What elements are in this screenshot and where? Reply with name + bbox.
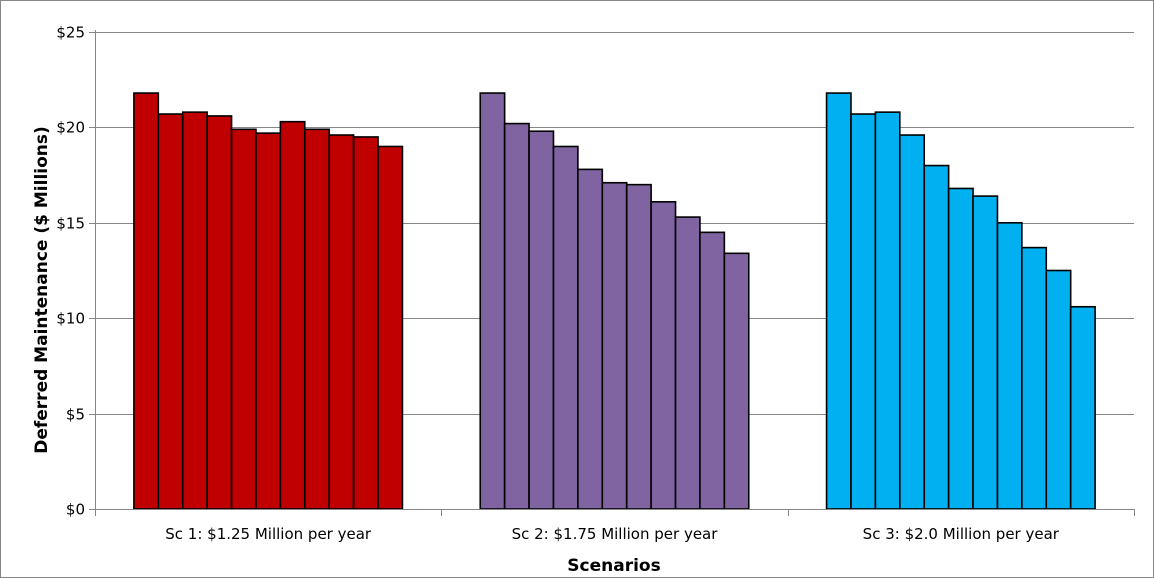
bar: [699, 231, 726, 510]
bar: [577, 168, 604, 510]
bar: [972, 195, 999, 510]
bar: [674, 216, 701, 510]
bar: [552, 145, 579, 510]
bar: [947, 187, 974, 510]
bar: [874, 111, 901, 510]
bar: [923, 164, 950, 510]
bar: [1021, 246, 1048, 510]
x-tick-label: Sc 2: $1.75 Million per year: [512, 525, 719, 543]
x-tick-label: Sc 1: $1.25 Million per year: [165, 525, 372, 543]
bar: [230, 128, 257, 510]
bar: [206, 115, 233, 510]
bar: [601, 181, 628, 510]
y-tick-label: $0: [66, 501, 85, 519]
bar: [723, 252, 750, 510]
y-tick-label: $20: [56, 119, 85, 137]
bar: [133, 92, 160, 510]
y-tick-label: $15: [56, 215, 85, 233]
y-tick-label: $10: [56, 310, 85, 328]
x-axis-title: Scenarios: [567, 556, 660, 576]
bar: [1045, 269, 1072, 510]
bar: [528, 130, 555, 510]
bar: [181, 111, 208, 510]
bar: [850, 113, 877, 510]
bar: [625, 183, 652, 510]
x-tick-label: Sc 3: $2.0 Million per year: [863, 525, 1060, 543]
bar: [377, 145, 404, 510]
y-tick-label: $25: [56, 24, 85, 42]
bar: [255, 132, 282, 510]
axes: $0 $5 $10 $15 $20 $25 Sc 1: $1.25 Million per …: [56, 24, 1135, 543]
bar: [328, 134, 355, 510]
y-axis-title: Deferred Maintenance ($ Millions): [32, 126, 52, 454]
bars: [133, 92, 1096, 510]
bar: [825, 92, 852, 510]
bar: [650, 201, 677, 510]
bar: [996, 222, 1023, 510]
bar: [1069, 305, 1096, 510]
bar: [479, 92, 506, 510]
y-tick-label: $5: [66, 406, 85, 424]
bar: [503, 122, 530, 510]
bar: [279, 120, 306, 510]
bar: [157, 113, 184, 510]
bar: [303, 128, 330, 510]
bar: [898, 134, 926, 510]
bar: [352, 136, 379, 510]
